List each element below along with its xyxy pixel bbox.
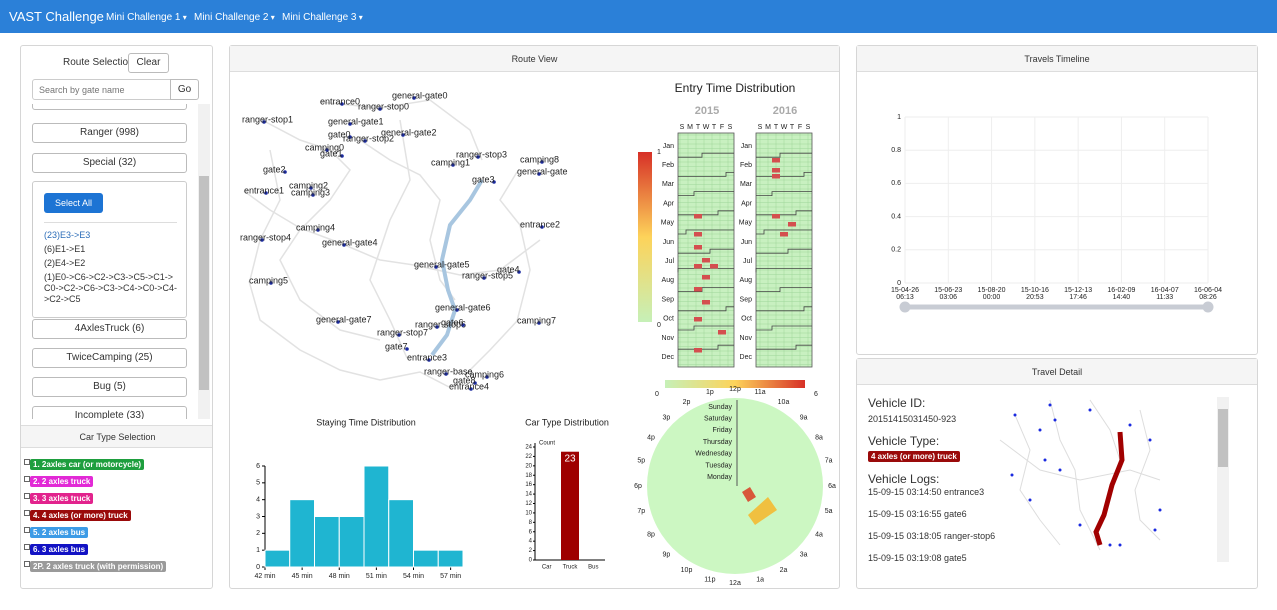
timeline-panel: Travels Timeline <box>856 45 1258 355</box>
checkbox[interactable] <box>24 493 30 499</box>
checkbox[interactable] <box>24 527 30 533</box>
log-entry: 15-09-15 03:19:08 gate5 <box>868 553 967 563</box>
brand[interactable]: VAST Challenge <box>9 9 104 24</box>
checkbox[interactable] <box>24 561 30 567</box>
route-list: Select All (23)E3->E3 (6)E1->E1 (2)E4->E2 (… <box>21 104 212 419</box>
checkbox[interactable] <box>24 544 30 550</box>
car-type-label[interactable]: 6. 3 axles bus <box>30 544 89 555</box>
go-button[interactable]: Go <box>170 79 199 100</box>
left-panel: Route Selection Clear Go Select All (23)… <box>20 45 213 589</box>
list-item[interactable]: Bug (5) <box>32 377 187 397</box>
route-item[interactable]: (2)E4->E2 <box>44 258 86 268</box>
car-type-label[interactable]: 1. 2axles car (or motorcycle) <box>30 459 145 470</box>
vehicle-logs-label: Vehicle Logs: <box>868 472 940 486</box>
scroll-thumb[interactable] <box>199 176 209 390</box>
list-item[interactable] <box>32 104 187 110</box>
route-selection-title: Route Selection <box>63 57 134 68</box>
menus: Mini Challenge 1 ▾ Mini Challenge 2 ▾ Mini… <box>106 12 506 26</box>
select-all-button[interactable]: Select All <box>44 193 103 213</box>
route-item[interactable]: (23)E3->E3 <box>44 230 91 240</box>
caret: ▾ <box>268 13 275 22</box>
nav-menu[interactable]: Mini Challenge 1 ▾ <box>106 12 187 23</box>
scrollbar <box>1217 397 1229 562</box>
caret: ▾ <box>356 13 363 22</box>
route-item[interactable]: (1)E0->C6->C2->C3->C5->C1->C0->C2->C6->C… <box>44 272 178 304</box>
navbar: VAST Challenge Mini Challenge 1 ▾ Mini Ch… <box>0 0 1277 33</box>
car-type-label[interactable]: 3. 3 axles truck <box>30 493 94 504</box>
route-view-header: Route View <box>230 46 839 72</box>
logs: 15-09-15 03:14:50 entrance3 15-09-15 03:1… <box>868 487 1008 563</box>
detail-panel: Travel Detail Vehicle ID: 20151415031450… <box>856 358 1258 589</box>
list-item[interactable]: Incomplete (33) <box>32 406 187 419</box>
nav-menu[interactable]: Mini Challenge 3 ▾ <box>282 12 363 23</box>
car-type-label[interactable]: 2. 2 axles truck <box>30 476 94 487</box>
caret: ▾ <box>180 13 187 22</box>
vehicle-id: 20151415031450-923 <box>868 414 957 424</box>
log-entry: 15-09-15 03:18:05 ranger-stop6 <box>868 531 996 541</box>
log-entry: 15-09-15 03:14:50 entrance3 <box>868 487 985 497</box>
car-type-header: Car Type Selection <box>21 425 212 448</box>
vehicle-id-label: Vehicle ID: <box>868 396 926 410</box>
list-item[interactable]: 4AxlesTruck (6) <box>32 319 187 339</box>
log-entry: 15-09-15 03:16:55 gate6 <box>868 509 967 519</box>
nav-menu[interactable]: Mini Challenge 2 ▾ <box>194 12 275 23</box>
divider <box>44 222 177 223</box>
route-view-panel: Route View <box>229 45 840 589</box>
scroll-thumb[interactable] <box>1218 409 1228 467</box>
search-input[interactable] <box>32 79 171 100</box>
car-type-label[interactable]: 5. 2 axles bus <box>30 527 89 538</box>
checkbox[interactable] <box>24 510 30 516</box>
car-type-list: 1. 2axles car (or motorcycle) 2. 2 axles … <box>21 451 212 586</box>
expanded-group: Select All (23)E3->E3 (6)E1->E1 (2)E4->E2 (… <box>32 181 187 318</box>
route-item[interactable]: (6)E1->E1 <box>44 244 86 254</box>
vehicle-type-label: Vehicle Type: <box>868 434 940 448</box>
checkbox[interactable] <box>24 459 30 465</box>
clear-button[interactable]: Clear <box>128 53 169 73</box>
list-item[interactable]: Ranger (998) <box>32 123 187 143</box>
car-type-label[interactable]: 4. 4 axles (or more) truck <box>30 510 131 521</box>
scrollbar <box>198 104 210 419</box>
vehicle-type: 4 axles (or more) truck <box>868 451 960 462</box>
list-item[interactable]: Special (32) <box>32 153 187 173</box>
timeline-header: Travels Timeline <box>857 46 1257 72</box>
checkbox[interactable] <box>24 476 30 482</box>
detail-header: Travel Detail <box>857 359 1257 385</box>
list-item[interactable]: TwiceCamping (25) <box>32 348 187 368</box>
car-type-label[interactable]: 2P. 2 axles truck (with permission) <box>30 561 167 572</box>
